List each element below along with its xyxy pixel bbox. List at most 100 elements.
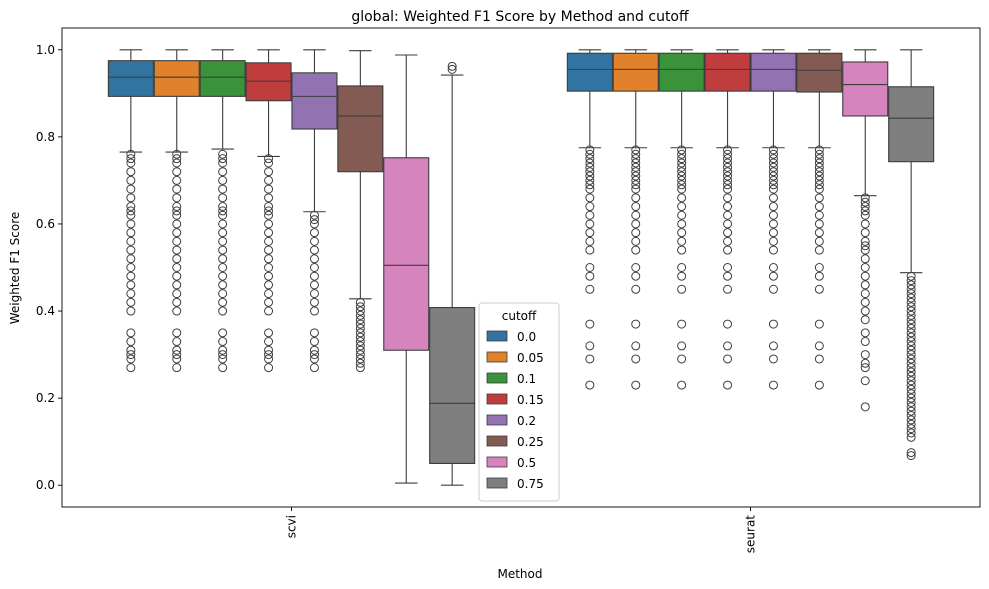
outlier-point bbox=[860, 358, 870, 368]
legend-label: 0.15 bbox=[517, 393, 544, 407]
outlier-point bbox=[126, 158, 136, 168]
outlier-point bbox=[906, 332, 916, 342]
outlier-point bbox=[906, 402, 916, 412]
outlier-point bbox=[814, 202, 824, 212]
outlier-point bbox=[585, 271, 595, 281]
legend-swatch bbox=[486, 456, 508, 468]
outlier-point bbox=[723, 354, 733, 364]
outlier-point bbox=[631, 284, 641, 294]
outlier-point bbox=[126, 219, 136, 229]
outlier-point bbox=[723, 219, 733, 229]
outlier-point bbox=[585, 167, 595, 177]
outlier-point bbox=[218, 167, 228, 177]
outlier-point bbox=[585, 149, 595, 159]
outlier-point bbox=[860, 254, 870, 264]
outlier-point bbox=[768, 354, 778, 364]
outlier-point bbox=[631, 236, 641, 246]
outlier-point bbox=[172, 210, 182, 220]
outlier-point bbox=[860, 263, 870, 272]
outlier-point bbox=[814, 158, 824, 168]
outlier-point bbox=[309, 245, 319, 255]
outlier-point bbox=[172, 219, 182, 229]
outlier-point bbox=[172, 350, 182, 360]
outlier-point bbox=[860, 328, 870, 338]
outlier-point bbox=[631, 193, 641, 203]
box-iqr bbox=[658, 52, 705, 92]
outlier-point bbox=[126, 350, 136, 360]
outlier-point bbox=[218, 206, 228, 216]
outlier-point bbox=[768, 184, 778, 194]
outlier-point bbox=[172, 184, 182, 194]
outlier-point bbox=[172, 245, 182, 255]
outlier-point bbox=[355, 341, 365, 351]
box-seurat-cutoff-0.5 bbox=[842, 49, 889, 412]
outlier-point bbox=[218, 219, 228, 229]
outlier-point bbox=[585, 236, 595, 246]
y-tick-label: 0.0 bbox=[36, 478, 55, 492]
outlier-point bbox=[264, 184, 274, 194]
outlier-point bbox=[172, 149, 182, 159]
outlier-point bbox=[677, 263, 687, 272]
legend-label: 0.25 bbox=[517, 435, 544, 449]
outlier-point bbox=[585, 180, 595, 190]
legend-swatch bbox=[486, 351, 508, 363]
outlier-point bbox=[172, 263, 182, 272]
outlier-point bbox=[906, 380, 916, 390]
outlier-point bbox=[355, 297, 365, 307]
outlier-point bbox=[585, 284, 595, 294]
y-tick-label: 0.8 bbox=[36, 130, 55, 144]
outlier-point bbox=[172, 158, 182, 168]
outlier-point bbox=[906, 323, 916, 333]
outlier-point bbox=[723, 162, 733, 172]
outlier-point bbox=[585, 193, 595, 203]
outlier-point bbox=[218, 289, 228, 299]
legend-swatch bbox=[486, 435, 508, 447]
plot-frame bbox=[61, 27, 981, 508]
outlier-point bbox=[218, 202, 228, 212]
outlier-point bbox=[172, 306, 182, 316]
outlier-point bbox=[860, 280, 870, 290]
outlier-point bbox=[723, 228, 733, 238]
outlier-point bbox=[264, 289, 274, 299]
outlier-point bbox=[264, 354, 274, 364]
outlier-point bbox=[723, 263, 733, 272]
outlier-point bbox=[723, 154, 733, 164]
outlier-point bbox=[906, 284, 916, 294]
outlier-point bbox=[677, 319, 687, 329]
outlier-point bbox=[906, 315, 916, 325]
outlier-point bbox=[906, 280, 916, 290]
outlier-point bbox=[172, 254, 182, 264]
outlier-point bbox=[814, 284, 824, 294]
outlier-point bbox=[585, 228, 595, 238]
outlier-point bbox=[218, 328, 228, 338]
outlier-point bbox=[860, 337, 870, 347]
chart-title: global: Weighted F1 Score by Method and … bbox=[351, 9, 689, 25]
outlier-point bbox=[677, 175, 687, 185]
outlier-point bbox=[585, 380, 595, 390]
outlier-point bbox=[906, 310, 916, 320]
box-iqr bbox=[888, 86, 935, 163]
x-tick-label: scvi bbox=[285, 515, 299, 538]
outlier-point bbox=[172, 337, 182, 347]
outlier-point bbox=[309, 363, 319, 373]
outlier-point bbox=[814, 380, 824, 390]
legend-title: cutoff bbox=[502, 309, 537, 323]
outlier-point bbox=[860, 236, 870, 246]
outlier-point bbox=[814, 171, 824, 181]
outlier-point bbox=[677, 154, 687, 164]
outlier-point bbox=[631, 149, 641, 159]
box-iqr bbox=[291, 72, 338, 130]
outlier-point bbox=[906, 393, 916, 403]
outlier-point bbox=[172, 236, 182, 246]
outlier-point bbox=[677, 193, 687, 203]
outlier-point bbox=[723, 180, 733, 190]
box-seurat-cutoff-0.25 bbox=[796, 49, 843, 390]
outlier-point bbox=[264, 306, 274, 316]
outlier-point bbox=[677, 202, 687, 212]
outlier-point bbox=[906, 293, 916, 303]
outlier-point bbox=[768, 284, 778, 294]
outlier-point bbox=[631, 171, 641, 181]
outlier-point bbox=[126, 328, 136, 338]
outlier-point bbox=[768, 175, 778, 185]
